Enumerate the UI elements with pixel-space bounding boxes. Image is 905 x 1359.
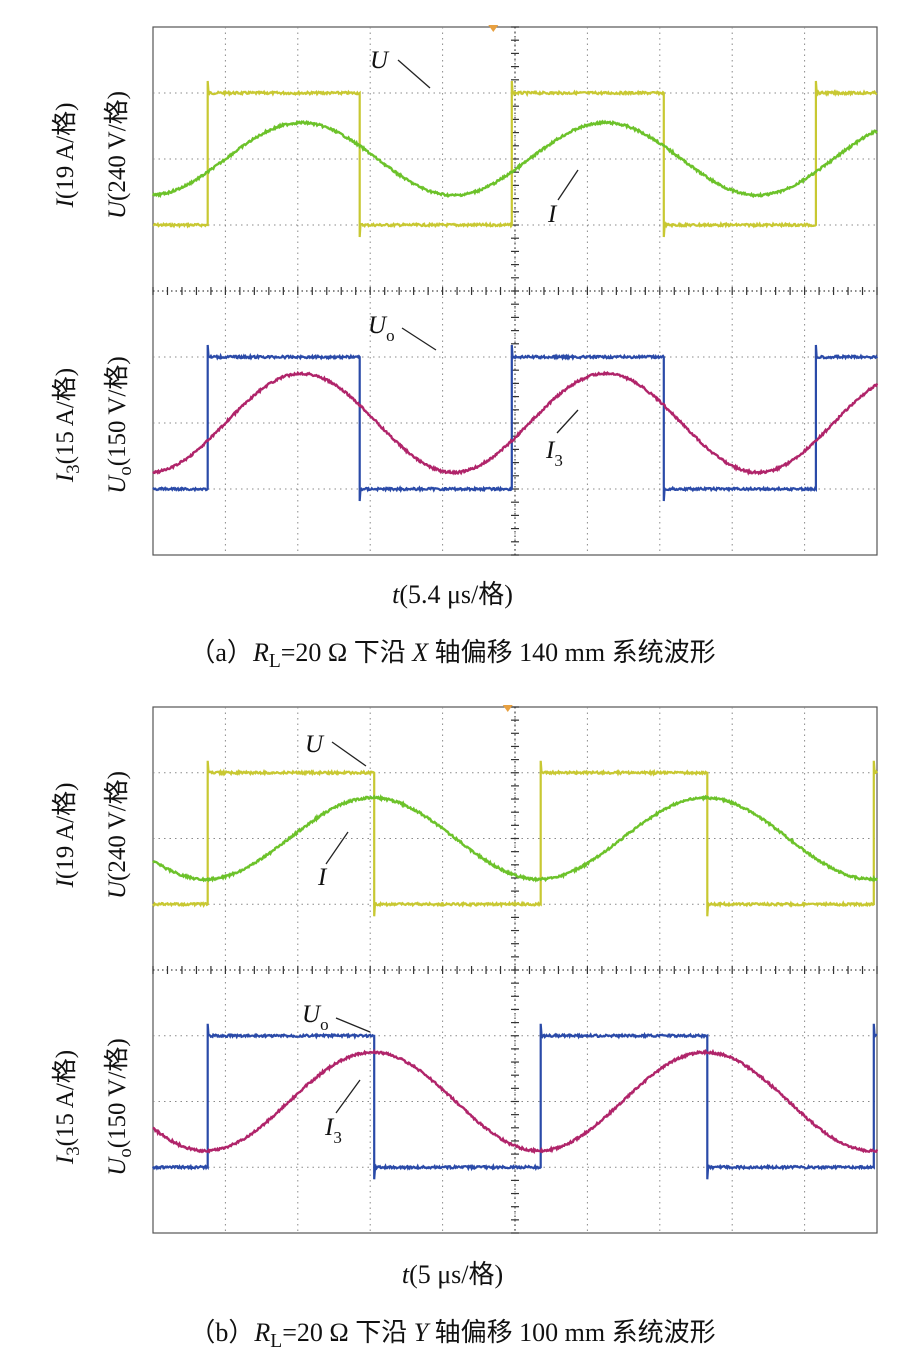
oscilloscope-screen-a: U I Uo I3 (151, 25, 879, 556)
grid (152, 26, 878, 556)
leader-line-I3 (556, 409, 579, 434)
leader-line-U (331, 741, 367, 767)
series-label-Uo: Uo (302, 1001, 329, 1034)
leader-line-I3 (335, 1079, 361, 1114)
series-label-I: I (547, 201, 558, 228)
caption-b: （b）RL=20 Ω 下沿 Y 轴偏移 100 mm 系统波形 (189, 1318, 716, 1353)
series-label-Uo: Uo (368, 312, 395, 345)
series-Uo-bottom (151, 1023, 878, 1180)
series-I-top (152, 793, 879, 883)
series-Uo-bottom (152, 344, 878, 502)
ylabel-top-outer-a: I(19 A/格) (52, 102, 79, 208)
oscilloscope-screen-b: U I Uo I3 (151, 705, 879, 1234)
ylabel-bottom-inner-b: Uo(150 V/格) (104, 1038, 136, 1176)
leader-line-U (397, 59, 431, 89)
series-I-top (151, 119, 878, 199)
xlabel-b: t(5 μs/格) (401, 1260, 504, 1289)
panel-b: U I Uo I3 I(19 A/格) U(240 V/格) I3(15 A/格) U… (0, 680, 905, 1359)
series-I3-bottom (152, 370, 879, 476)
leader-line-I (557, 169, 579, 201)
series-label-I3: I3 (324, 1114, 342, 1147)
leader-line-I (325, 831, 349, 865)
series-I3-bottom (152, 1048, 879, 1155)
trigger-marker (502, 705, 513, 712)
ylabel-bottom-outer-b: I3(15 A/格) (52, 1049, 84, 1165)
ylabel-top-outer-b: I(19 A/格) (52, 782, 79, 888)
ylabel-top-inner-b: U(240 V/格) (104, 771, 131, 900)
series-U-top (152, 760, 878, 917)
ylabel-bottom-inner-a: Uo(150 V/格) (104, 356, 136, 494)
leader-line-Uo (335, 1017, 371, 1033)
leader-line-Uo (401, 327, 437, 351)
caption-a: （a）RL=20 Ω 下沿 X 轴偏移 140 mm 系统波形 (189, 638, 716, 673)
panel-a: U I Uo I3 I(19 A/格) U(240 V/格) I3(15 A/格) U… (52, 25, 879, 673)
series-label-U: U (370, 47, 390, 74)
series-label-U: U (305, 731, 325, 758)
xlabel-a: t(5.4 μs/格) (392, 580, 513, 609)
grid (152, 706, 878, 1234)
trigger-marker (488, 25, 499, 32)
series-label-I3: I3 (545, 437, 563, 470)
ylabel-bottom-outer-a: I3(15 A/格) (52, 367, 84, 483)
ylabel-top-inner-a: U(240 V/格) (104, 91, 131, 220)
series-U-top (152, 80, 878, 238)
series-label-I: I (317, 864, 328, 891)
